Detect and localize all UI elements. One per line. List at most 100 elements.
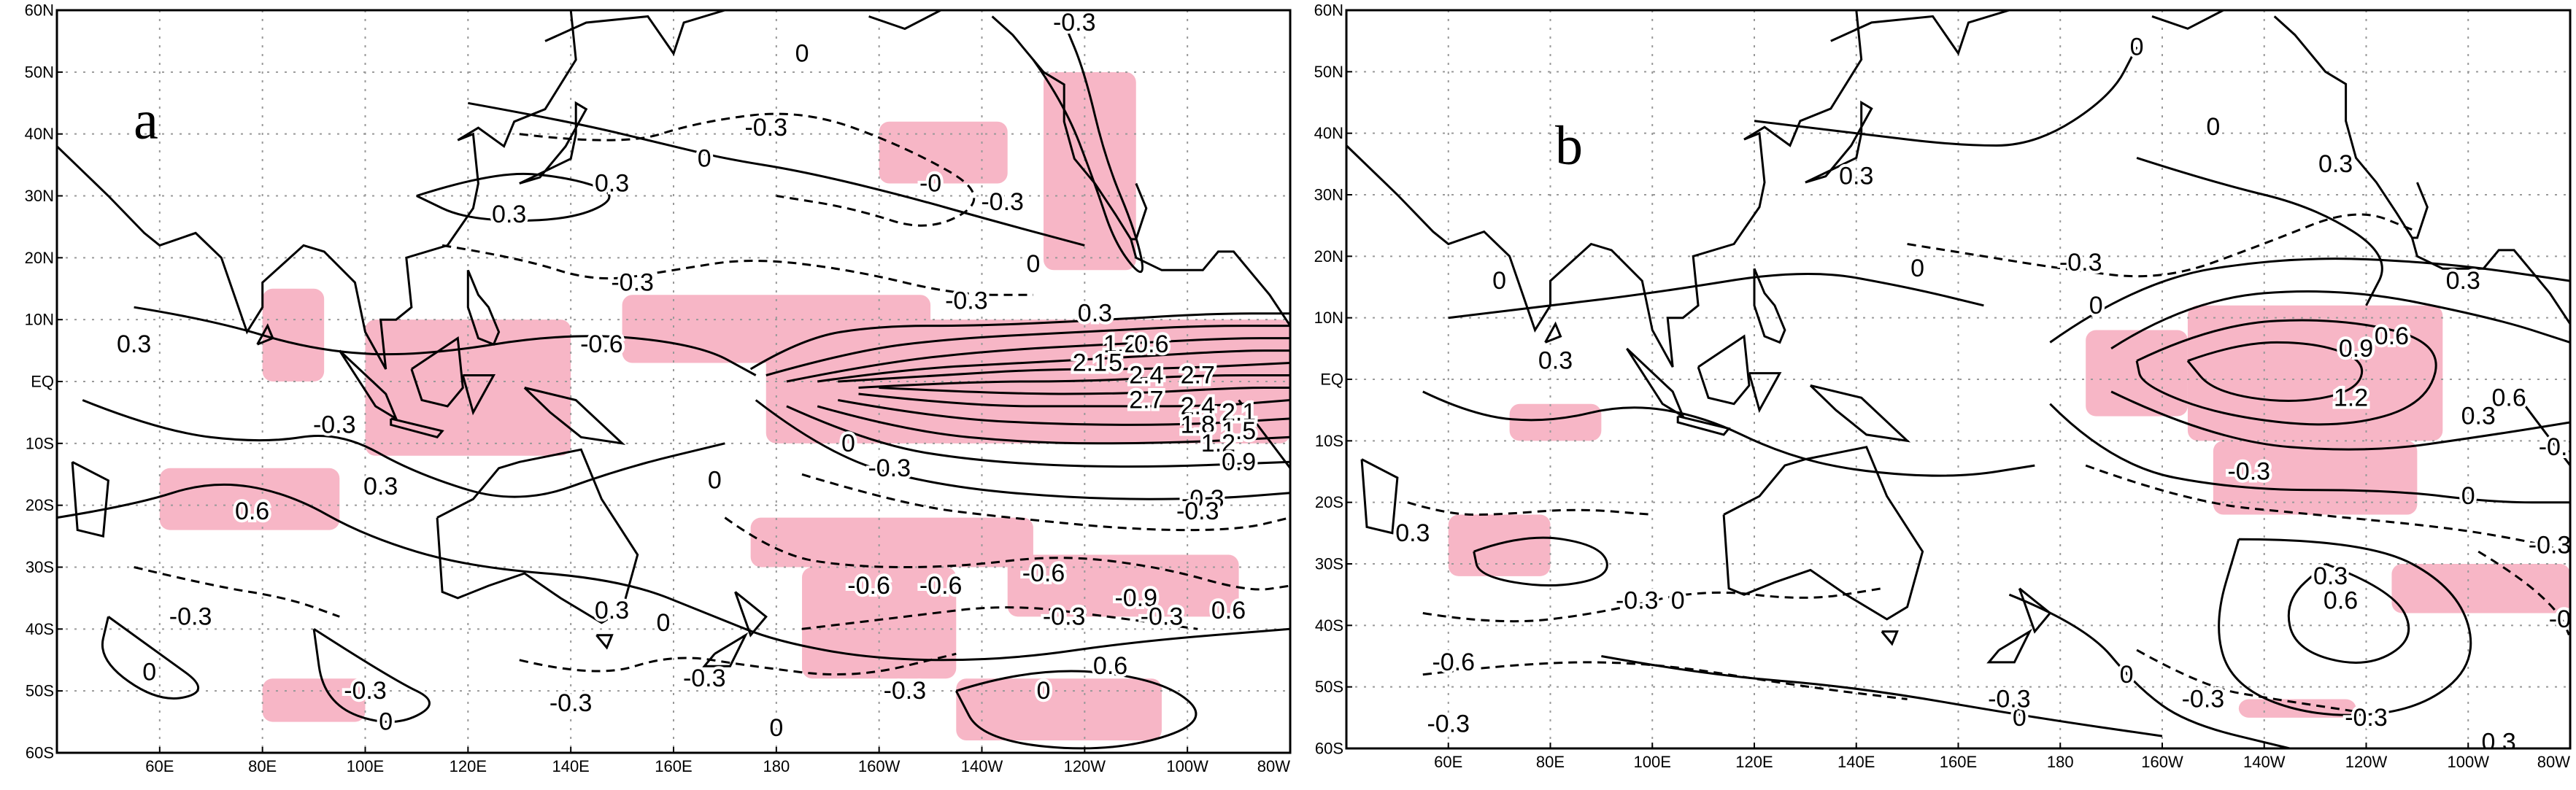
coastline bbox=[1830, 10, 2010, 56]
contour-label: 0.3 bbox=[2446, 267, 2480, 295]
contour-positive bbox=[2049, 403, 2570, 504]
contour-positive bbox=[817, 405, 1290, 445]
contour-label: -0.3 bbox=[1053, 9, 1096, 36]
shaded-region bbox=[956, 678, 1162, 741]
lat-tick-label: 20N bbox=[1314, 247, 1343, 266]
shaded-region bbox=[2213, 441, 2418, 515]
shaded-region bbox=[879, 121, 1008, 184]
lon-tick-label: 180 bbox=[2047, 753, 2074, 771]
lat-tick-label: 40S bbox=[1315, 616, 1343, 635]
coastline bbox=[1360, 458, 1399, 535]
contour-label: 0 bbox=[2206, 113, 2220, 141]
contour-positive bbox=[955, 670, 1198, 750]
contour-negative bbox=[134, 566, 340, 618]
coastline bbox=[1809, 384, 1911, 443]
lon-tick-label: 60E bbox=[145, 757, 174, 775]
contour-positive bbox=[2049, 257, 2570, 344]
lat-tick-label: 10S bbox=[1315, 432, 1343, 450]
contour-positive bbox=[749, 312, 1290, 371]
lat-tick-label: 20S bbox=[26, 496, 54, 514]
contour-positive bbox=[1601, 655, 2163, 737]
contour-positive bbox=[2287, 562, 2410, 664]
lat-tick-label: 60N bbox=[1314, 1, 1343, 20]
contour-label: 0 bbox=[795, 39, 809, 67]
coastline bbox=[544, 10, 725, 56]
coastline bbox=[1130, 182, 1148, 241]
coastline bbox=[2151, 10, 2224, 30]
panel-a-map: 0.3 -0.3 0.3 0.6 -0.3 0 -0.3 0 0.3 0.3 -0.3 -0.6 0.3… bbox=[25, 1, 1292, 775]
lon-tick-label: 160E bbox=[655, 757, 692, 775]
coastline bbox=[436, 448, 639, 624]
contour-label: -0.3 bbox=[683, 665, 726, 692]
contour-label: 2.7 bbox=[1181, 362, 1215, 390]
lon-tick-label: 140E bbox=[552, 757, 589, 775]
contour-positive bbox=[82, 399, 725, 498]
contour-negative bbox=[2085, 464, 2570, 553]
coastline bbox=[1544, 321, 1562, 344]
contour-positive bbox=[858, 374, 1290, 389]
contour-label: 0.6 bbox=[2375, 322, 2409, 350]
lat-tick-label: 40N bbox=[25, 125, 54, 143]
contour-label: 2.1 bbox=[1222, 398, 1256, 426]
lon-tick-label: 140E bbox=[1837, 753, 1875, 771]
lon-tick-label: 80E bbox=[1536, 753, 1565, 771]
lon-tick-label: 80W bbox=[2537, 753, 2570, 771]
contour-label: -0.6 bbox=[847, 572, 890, 600]
coastline bbox=[1722, 446, 1924, 621]
lon-tick-label: 180 bbox=[763, 757, 790, 775]
contour-label: -0.3 bbox=[1427, 710, 1470, 737]
lat-tick-label: 30S bbox=[26, 558, 54, 576]
coastline bbox=[1626, 347, 1686, 419]
contour-negative bbox=[801, 473, 1290, 532]
contour-label: 0 bbox=[1037, 677, 1051, 705]
shaded-region bbox=[262, 288, 325, 382]
contour-label: 0 bbox=[698, 145, 712, 173]
contour-positive bbox=[838, 362, 1290, 383]
contour-negative bbox=[519, 652, 957, 676]
contour-negative bbox=[2136, 648, 2356, 713]
contour-label: -0.3 bbox=[981, 188, 1024, 216]
shaded-region bbox=[262, 678, 366, 722]
contour-label: 0.3 bbox=[1078, 300, 1112, 328]
contour-label: 0 bbox=[708, 467, 722, 495]
contour-label: 0.3 bbox=[2318, 150, 2353, 178]
lat-tick-label: EQ bbox=[31, 373, 54, 391]
lat-tick-label: 40S bbox=[26, 620, 54, 638]
shaded-region bbox=[2187, 305, 2443, 441]
shaded-region bbox=[2391, 564, 2570, 613]
lon-tick-label: 120E bbox=[450, 757, 487, 775]
contour-positive bbox=[786, 337, 1290, 383]
contour-positive bbox=[2110, 290, 2570, 350]
panel-letter: b bbox=[1555, 115, 1583, 177]
lat-tick-label: 60S bbox=[1315, 740, 1343, 758]
coastline bbox=[410, 336, 464, 408]
contour-positive bbox=[468, 101, 1085, 247]
contour-positive bbox=[879, 387, 1290, 395]
contour-negative bbox=[1422, 661, 1908, 700]
coastline bbox=[57, 10, 577, 370]
coastline bbox=[1238, 399, 1290, 469]
coastline bbox=[2412, 182, 2429, 239]
contour-label: 1.2 bbox=[1201, 430, 1235, 457]
contour-label: 0.3 bbox=[492, 201, 526, 228]
contour-positive bbox=[1448, 272, 1984, 320]
contour-positive bbox=[2008, 593, 2291, 748]
contour-label: -0.3 bbox=[744, 114, 787, 142]
shaded-region bbox=[1448, 514, 1551, 576]
lon-tick-label: 100E bbox=[347, 757, 384, 775]
contour-positive bbox=[838, 399, 1290, 426]
contour-positive bbox=[2135, 319, 2437, 426]
contour-label: 0.6 bbox=[2492, 384, 2526, 411]
lat-tick-label: 50N bbox=[25, 63, 54, 81]
shaded-region bbox=[622, 295, 931, 363]
contour-positive bbox=[416, 172, 611, 222]
contour-label: 0.6 bbox=[1093, 652, 1127, 680]
lon-tick-label: 140W bbox=[2243, 753, 2286, 771]
coastline bbox=[1753, 268, 1786, 344]
contour-negative bbox=[1407, 501, 1653, 516]
contour-positive bbox=[1473, 536, 1608, 586]
contour-label: 0.9 bbox=[1222, 448, 1256, 476]
coastline bbox=[734, 591, 768, 638]
contour-label: -0.3 bbox=[549, 689, 593, 717]
contour-negative bbox=[441, 244, 1033, 296]
